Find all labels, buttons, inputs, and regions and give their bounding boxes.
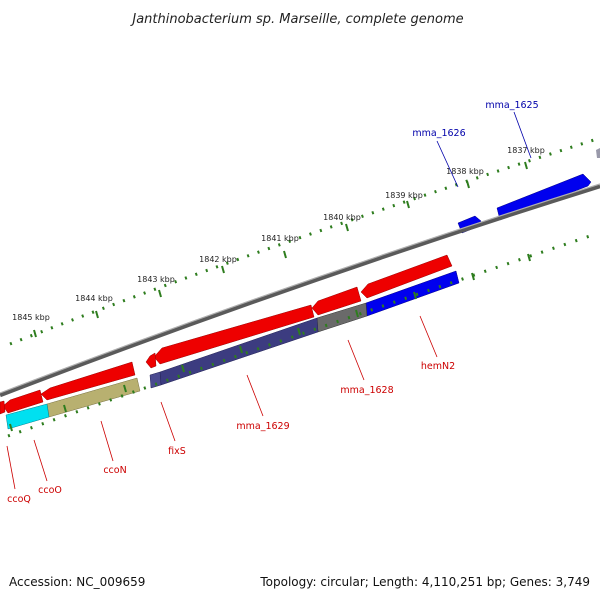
gene-labels: mma_1625 mma_1626 hemN2 mma_1628 mma_162… (7, 100, 539, 505)
leader-ccoO (33, 439, 48, 482)
gene-fixS[interactable] (149, 371, 162, 389)
major-tick (406, 200, 410, 209)
inner-tick (63, 404, 67, 413)
major-tick (33, 329, 37, 338)
tick-label-1840: 1840 kbp (323, 213, 361, 222)
label-fixS[interactable]: fixS (168, 446, 186, 457)
tick-label-1845: 1845 kbp (12, 313, 50, 322)
gene-ccoO[interactable] (5, 403, 50, 430)
major-tick (283, 250, 287, 259)
label-mma_1629[interactable]: mma_1629 (236, 421, 289, 432)
tick-label-1843: 1843 kbp (137, 275, 175, 284)
reverse-strand-cds (0, 254, 453, 415)
inner-tick (239, 345, 243, 354)
accession-text: Accession: NC_009659 (9, 575, 145, 589)
genome-backbone-highlight (0, 183, 600, 394)
inner-tick (527, 253, 531, 262)
label-ccoO[interactable]: ccoO (38, 485, 62, 496)
inner-tick (355, 309, 359, 318)
label-mma_1625[interactable]: mma_1625 (485, 100, 538, 111)
leader-ccoN (100, 420, 114, 462)
cds-ccoN[interactable] (40, 361, 136, 401)
inner-tick (297, 327, 301, 336)
genome-backbone (0, 183, 600, 398)
cds-hemN2[interactable] (360, 254, 453, 299)
leader-mma_1628 (347, 339, 365, 381)
major-tick (158, 289, 162, 298)
label-mma_1628[interactable]: mma_1628 (340, 385, 393, 396)
outer-tick-ring: 1837 kbp 1838 kbp 1839 kbp 1840 kbp 1841… (9, 136, 600, 346)
reverse-strand-genes (5, 270, 460, 430)
major-tick (221, 265, 225, 274)
major-tick (95, 310, 99, 319)
tick-label-1842: 1842 kbp (199, 255, 237, 264)
tick-label-1844: 1844 kbp (75, 294, 113, 303)
major-ticks (33, 161, 528, 338)
inner-tick (9, 423, 13, 432)
leader-lines (6, 111, 532, 490)
major-tick (466, 180, 470, 189)
leader-ccoQ (6, 445, 16, 490)
label-ccoN[interactable]: ccoN (103, 465, 126, 476)
cds-mma_1628[interactable] (311, 286, 362, 316)
tick-label-1839: 1839 kbp (385, 191, 423, 200)
leader-hemN2 (419, 315, 438, 358)
label-hemN2[interactable]: hemN2 (421, 361, 455, 372)
cds-fixS[interactable] (145, 352, 157, 369)
leader-fixS (160, 401, 176, 442)
inner-tick (413, 291, 417, 300)
inner-major-ticks (9, 253, 531, 432)
gene-mma_1625-edge (596, 148, 600, 158)
cds-ccoQ[interactable] (0, 400, 6, 415)
leader-mma_1625 (513, 111, 532, 159)
leader-mma_1626 (436, 140, 459, 188)
inner-tick (471, 272, 475, 281)
major-tick (345, 223, 349, 232)
label-mma_1626[interactable]: mma_1626 (412, 128, 465, 139)
tick-label-1837: 1837 kbp (507, 146, 545, 155)
inner-tick (123, 384, 127, 393)
label-ccoQ[interactable]: ccoQ (7, 494, 31, 505)
inner-tick-ring (7, 234, 591, 438)
leader-mma_1629 (246, 374, 264, 417)
tick-label-1841: 1841 kbp (261, 234, 299, 243)
tick-label-1838: 1838 kbp (446, 167, 484, 176)
major-tick (524, 161, 528, 170)
inner-tick (181, 364, 185, 373)
genome-summary-text: Topology: circular; Length: 4,110,251 bp… (259, 575, 590, 589)
map-title: Janthinobacterium sp. Marseille, complet… (129, 12, 463, 27)
